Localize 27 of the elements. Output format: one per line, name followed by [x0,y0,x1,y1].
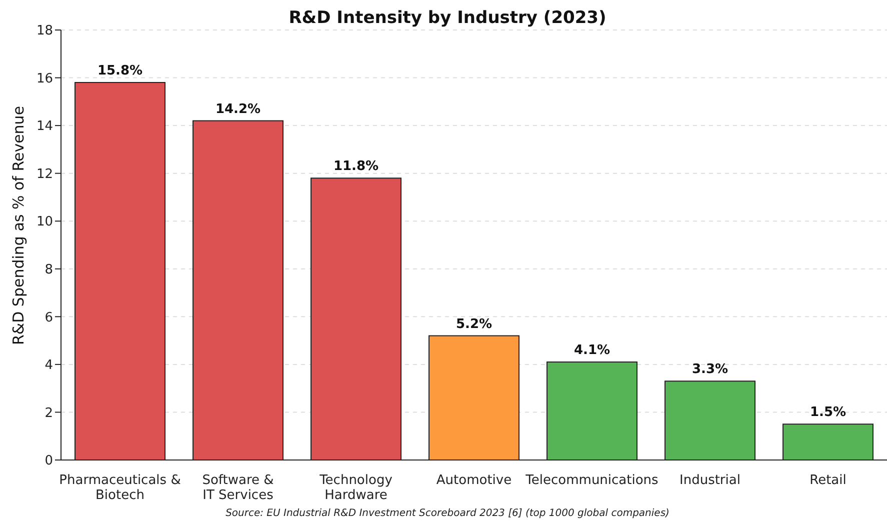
y-tick-label: 0 [44,454,53,469]
y-tick-label: 14 [36,119,53,134]
x-tick-label: Pharmaceuticals & Biotech [59,473,181,503]
x-tick-label: Telecommunications [524,473,659,488]
y-tick-label: 8 [44,262,53,278]
y-tick-label: 4 [44,358,53,374]
y-tick-label: 10 [36,214,53,230]
x-tick-label: Industrial [680,473,740,488]
data-label: 11.8% [333,159,379,174]
y-tick-label: 6 [44,310,53,326]
data-label: 1.5% [810,405,846,420]
y-tick-label: 18 [36,24,53,39]
y-tick-label: 12 [36,166,53,182]
chart-title: R&D Intensity by Industry (2023) [288,8,606,28]
data-label: 4.1% [574,343,610,358]
y-axis-title: R&D Spending as % of Revenue [9,106,28,345]
x-tick-label: Automotive [436,473,512,488]
y-tick-label: 16 [36,71,53,86]
data-label: 3.3% [692,362,728,378]
y-tick-label: 2 [44,406,53,421]
data-label: 15.8% [97,64,143,79]
source-note: Source: EU Industrial R&D Investment Scoreboard 2023 [6] (top 1000 global companies) [224,508,670,519]
x-tick-label: Retail [810,473,846,488]
data-label: 5.2% [456,316,492,332]
x-tick-label: Technology Hardware [318,473,393,503]
x-tick-label: Software & IT Services [202,473,274,503]
data-label: 14.2% [215,102,261,117]
